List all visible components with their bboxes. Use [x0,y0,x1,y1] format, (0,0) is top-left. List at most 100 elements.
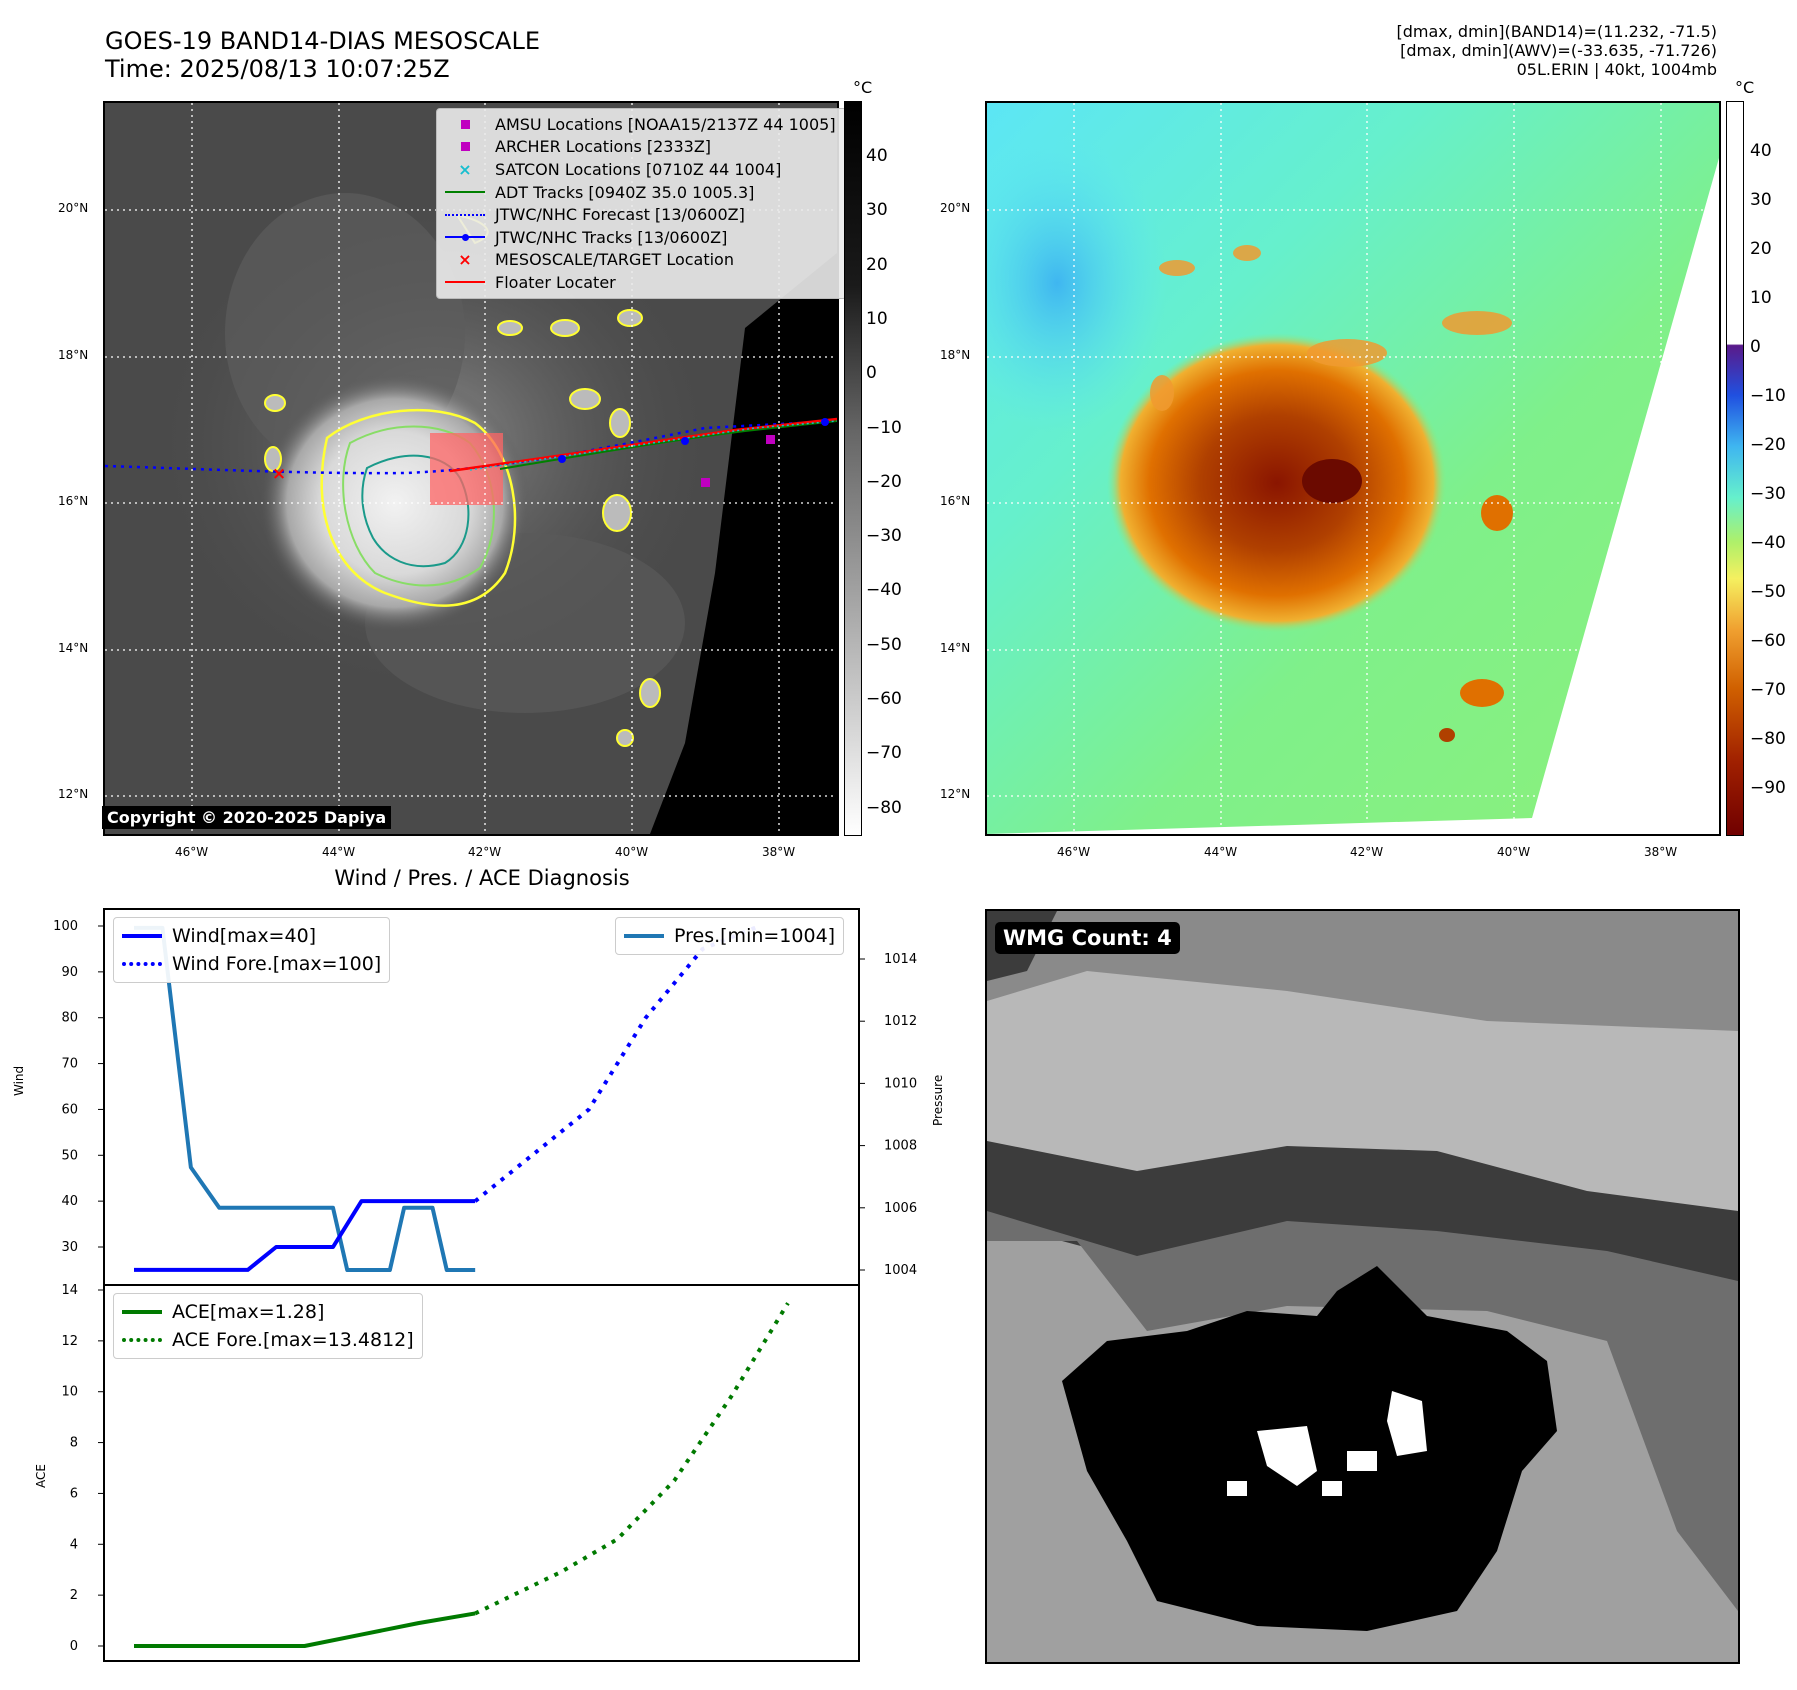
colorbar-tick-label: −60 [866,689,902,709]
colorbar-tick-label: 10 [866,308,888,329]
lon-tick-label: 46°W [1057,845,1091,859]
info-line-3: 05L.ERIN | 40kt, 1004mb [1516,60,1717,79]
wmg-warm-spot [1257,1426,1317,1486]
diagnosis-title: Wind / Pres. / ACE Diagnosis [334,866,630,890]
colorbar-tick-label: −60 [1750,631,1786,651]
colorbar-tick-label: −50 [1750,582,1786,602]
line-marker-icon [445,185,485,199]
wind-forecast-series-line [473,924,761,1203]
contour-cell [616,729,634,747]
wmg-warm-spot [1387,1391,1427,1456]
colorbar-tick-label: −40 [866,580,902,601]
lon-tick-label: 40°W [615,845,649,859]
contour-cell [609,408,631,438]
ir-colorbar-unit: °C [853,78,873,97]
wind-tick-label: 60 [61,1102,78,1117]
convective-cell [1481,495,1513,531]
legend-item-tracks: JTWC/NHC Tracks [13/0600Z] [445,226,838,249]
track-point [821,418,829,426]
colorbar-tick-label: 20 [866,254,888,275]
contour-cell [602,494,632,532]
floater-track [449,417,837,473]
ace-series-line [134,1611,476,1648]
legend-item-satcon: × SATCON Locations [0710Z 44 1004] [445,158,838,181]
amsu-marker [701,478,710,487]
wv-map-panel [985,101,1721,836]
lon-tick-label: 42°W [1350,845,1384,859]
square-marker-icon [445,140,485,154]
track-point [681,437,689,445]
colorbar-tick-label: −40 [1750,533,1786,553]
legend-item-ace: ACE[max=1.28] [122,1298,414,1326]
lon-tick-label: 44°W [1204,845,1238,859]
no-data-region [650,253,837,834]
legend-label: Floater Locater [495,272,616,292]
legend-item-adt: ADT Tracks [0940Z 35.0 1005.3] [445,181,838,204]
colorbar-tick-label: −70 [866,743,902,764]
legend-label: JTWC/NHC Tracks [13/0600Z] [495,227,728,247]
contour-cell [639,678,661,708]
ir-legend: AMSU Locations [NOAA15/2137Z 44 1005] AR… [436,108,847,299]
figure-title: GOES-19 BAND14-DIAS MESOSCALE Time: 2025… [105,27,540,83]
ace-tick-label: 14 [61,1283,78,1298]
title-line-1: GOES-19 BAND14-DIAS MESOSCALE [105,27,541,55]
colorbar-tick-label: 30 [866,200,888,221]
colorbar-tick-label: −70 [1750,680,1786,700]
colorbar-tick-label: 20 [1750,239,1772,259]
pressure-legend: Pres.[min=1004] [615,917,845,955]
colorbar-tick-label: −30 [1750,484,1786,504]
colorbar-tick-label: 40 [1750,141,1772,161]
wind-tick-label: 80 [61,1011,78,1026]
colorbar-tick-label: −20 [1750,435,1786,455]
contour-yellow [320,408,517,607]
convective-cell [1150,375,1174,411]
contour-cell [264,394,286,412]
copyright-label: Copyright © 2020-2025 Dapiya [102,806,392,829]
wind-legend: Wind[max=40] Wind Fore.[max=100] [113,917,391,983]
dotted-line-icon [122,957,162,971]
legend-item-pressure: Pres.[min=1004] [624,922,835,950]
info-line-2: [dmax, dmin](AWV)=(-33.635, -71.726) [1400,41,1717,60]
legend-label: MESOSCALE/TARGET Location [495,250,734,270]
colorbar-tick-label: −10 [1750,386,1786,406]
lon-tick-label: 38°W [1644,845,1678,859]
wmg-warm-spot [1347,1451,1377,1471]
colorbar-tick-label: 10 [1750,288,1772,308]
ace-tick-label: 0 [70,1639,78,1654]
ace-tick-label: 8 [70,1436,78,1451]
lat-tick-label: 12°N [940,787,971,801]
ace-axis-label: ACE [34,1464,48,1488]
colorbar-tick-label: −50 [866,634,902,655]
contour-cell [497,320,523,336]
lon-tick-label: 44°W [322,845,356,859]
colorbar-tick-label: 30 [1750,190,1772,210]
wmg-warm-spot [1322,1481,1342,1496]
legend-label: SATCON Locations [0710Z 44 1004] [495,159,782,179]
dotted-line-icon [122,1333,162,1347]
info-line-1: [dmax, dmin](BAND14)=(11.232, -71.5) [1396,22,1718,41]
convective-cell [1442,311,1512,335]
lat-tick-label: 20°N [940,201,971,215]
convective-cell [1159,260,1195,276]
legend-label: Wind Fore.[max=100] [172,953,382,975]
pressure-tick-label: 1010 [884,1076,917,1091]
pressure-tick-label: 1012 [884,1014,917,1029]
lat-tick-label: 16°N [58,494,89,508]
convective-cell [1307,339,1387,367]
line-marker-icon [624,929,664,943]
wmg-imagery [987,911,1738,1631]
wind-tick-label: 30 [61,1240,78,1255]
wmg-warm-spot [1227,1481,1247,1496]
wind-series-line [134,1199,476,1272]
legend-label: ADT Tracks [0940Z 35.0 1005.3] [495,182,755,202]
legend-label: ACE Fore.[max=13.4812] [172,1329,414,1351]
lat-tick-label: 16°N [940,494,971,508]
lat-tick-label: 18°N [940,348,971,362]
wv-imagery [987,103,1719,834]
forecast-track [105,419,837,475]
legend-label: Pres.[min=1004] [674,925,836,947]
contour-green [342,425,495,587]
legend-item-mesoscale: × MESOSCALE/TARGET Location [445,249,838,272]
wind-tick-label: 70 [61,1057,78,1072]
lon-tick-label: 40°W [1497,845,1531,859]
